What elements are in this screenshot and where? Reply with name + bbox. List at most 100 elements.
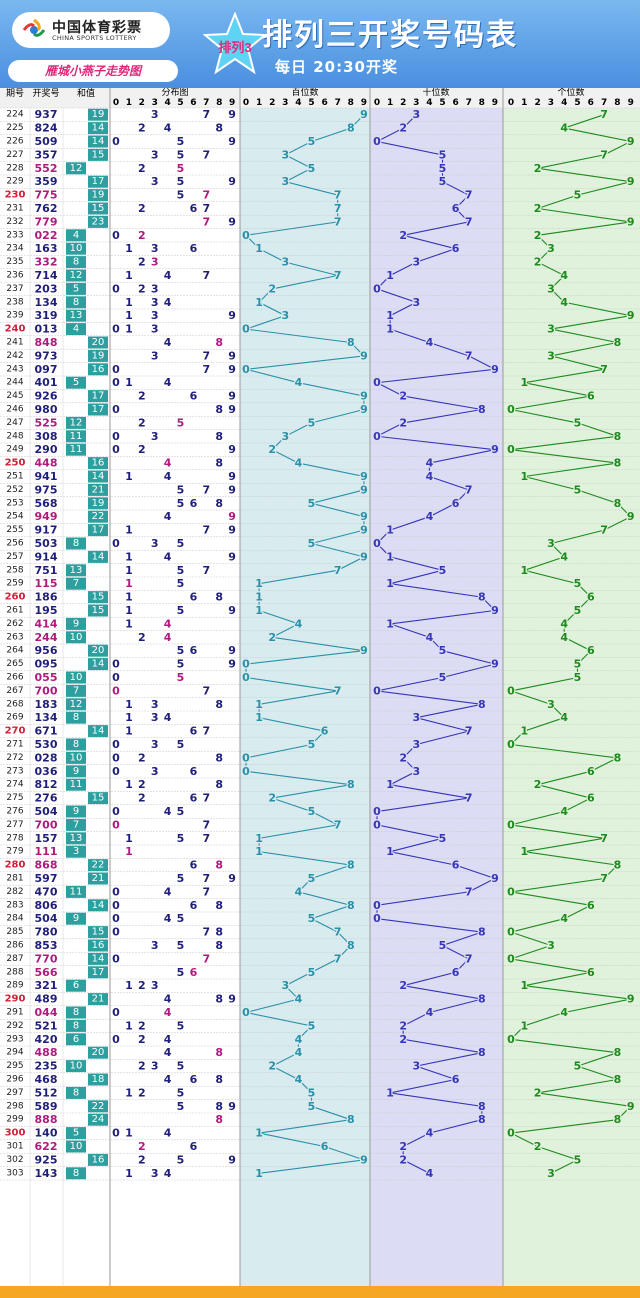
ones-digit-mark: 9 — [627, 510, 635, 523]
tens-header: 十位数 — [422, 88, 449, 98]
draw-number-cell: 290 — [35, 443, 58, 456]
hundreds-digit-mark: 7 — [334, 564, 342, 577]
hundreds-digit-header: 1 — [256, 98, 262, 108]
ones-digit-mark: 6 — [587, 644, 595, 657]
period-cell: 241 — [6, 338, 23, 348]
draw-number-cell: 956 — [35, 644, 58, 657]
tens-digit-mark: 1 — [386, 524, 394, 537]
draw-number-cell: 401 — [35, 376, 58, 389]
ones-digit-mark: 8 — [614, 497, 622, 510]
hundreds-digit-mark: 0 — [242, 751, 250, 764]
tens-digit-mark: 1 — [386, 323, 394, 336]
distribution-mark: 6 — [190, 202, 198, 215]
distribution-mark: 9 — [228, 135, 236, 148]
sum-cell: 16 — [92, 458, 105, 469]
distribution-mark: 8 — [215, 859, 223, 872]
hundreds-digit-mark: 2 — [268, 282, 276, 295]
period-cell: 225 — [6, 123, 23, 133]
draw-number-cell: 925 — [35, 1153, 58, 1166]
ones-digit-mark: 1 — [520, 845, 528, 858]
sum-badge — [88, 510, 108, 523]
draw-number-cell: 521 — [35, 1019, 58, 1032]
tens-digit-header: 2 — [400, 98, 406, 108]
distribution-mark: 2 — [138, 1153, 146, 1166]
distribution-mark: 5 — [177, 644, 185, 657]
distribution-mark: 7 — [202, 148, 210, 161]
hundreds-digit-mark: 0 — [242, 323, 250, 336]
hundreds-digit-mark: 8 — [347, 122, 355, 135]
tens-digit-mark: 2 — [399, 1033, 407, 1046]
ones-digit-mark: 4 — [560, 912, 568, 925]
sum-cell: 13 — [70, 833, 83, 844]
distribution-mark: 1 — [125, 604, 133, 617]
sum-badge — [66, 296, 86, 309]
ones-digit-mark: 4 — [560, 805, 568, 818]
ones-digit-mark: 0 — [507, 1127, 515, 1140]
distribution-mark: 7 — [202, 564, 210, 577]
period-cell: 259 — [6, 579, 23, 589]
distribution-mark: 9 — [228, 604, 236, 617]
hundreds-digit-mark: 8 — [347, 336, 355, 349]
hundreds-digit-mark: 5 — [308, 966, 316, 979]
tens-digit-mark: 6 — [452, 859, 460, 872]
sum-cell: 21 — [92, 873, 105, 884]
distribution-mark: 0 — [112, 537, 120, 550]
draw-number-cell: 470 — [35, 885, 58, 898]
distribution-mark: 0 — [112, 885, 120, 898]
sum-cell: 6 — [73, 980, 79, 991]
sum-cell: 8 — [73, 1087, 79, 1098]
tens-digit-mark: 5 — [439, 175, 447, 188]
sum-cell: 10 — [70, 672, 83, 683]
draw-number-cell: 357 — [35, 148, 58, 161]
hundreds-digit-mark: 5 — [308, 1100, 316, 1113]
sum-badge — [66, 778, 86, 791]
period-cell: 234 — [6, 244, 23, 254]
distribution-mark: 5 — [177, 832, 185, 845]
sum-cell: 14 — [92, 726, 105, 737]
tens-trend-line — [375, 114, 497, 1174]
distribution-mark: 8 — [215, 1073, 223, 1086]
distribution-mark: 8 — [215, 939, 223, 952]
ones-trend-line — [508, 114, 633, 1174]
tens-digit-mark: 6 — [452, 497, 460, 510]
hundreds-digit-header: 4 — [295, 98, 301, 108]
sum-cell: 8 — [73, 257, 79, 268]
distribution-mark: 1 — [125, 242, 133, 255]
tens-digit-mark: 8 — [478, 698, 486, 711]
distribution-mark: 1 — [125, 725, 133, 738]
distribution-mark: 7 — [202, 818, 210, 831]
distribution-mark: 9 — [228, 1100, 236, 1113]
period-cell: 262 — [6, 619, 23, 629]
ones-digit-mark: 8 — [614, 1113, 622, 1126]
period-cell: 270 — [5, 726, 26, 737]
sum-cell: 11 — [70, 431, 83, 442]
sum-cell: 15 — [92, 203, 105, 214]
tens-digit-mark: 7 — [465, 189, 473, 202]
distribution-mark: 4 — [164, 510, 172, 523]
ones-digit-mark: 4 — [560, 711, 568, 724]
distribution-mark: 4 — [164, 631, 172, 644]
period-cell: 283 — [6, 900, 23, 910]
distribution-mark: 2 — [138, 792, 146, 805]
draw-number-cell: 111 — [35, 845, 58, 858]
draw-number-cell: 509 — [35, 135, 58, 148]
distribution-mark: 5 — [177, 1153, 185, 1166]
hundreds-digit-mark: 4 — [295, 1033, 303, 1046]
sum-cell: 14 — [92, 551, 105, 562]
draw-number-cell: 770 — [35, 952, 58, 965]
ones-digit-mark: 1 — [520, 725, 528, 738]
hundreds-digit-mark: 9 — [360, 483, 368, 496]
sum-badge — [88, 108, 108, 121]
sum-cell: 9 — [73, 806, 79, 817]
ones-digit-mark: 1 — [520, 979, 528, 992]
sum-cell: 16 — [92, 364, 105, 375]
period-cell: 265 — [6, 659, 23, 669]
hundreds-digit-mark: 7 — [334, 818, 342, 831]
tens-digit-mark: 3 — [412, 738, 420, 751]
distribution-mark: 1 — [125, 524, 133, 537]
distribution-mark: 7 — [202, 684, 210, 697]
sum-badge — [66, 162, 86, 175]
sum-cell: 8 — [73, 712, 79, 723]
distribution-mark: 5 — [177, 966, 185, 979]
star-badge-icon: 排列3 — [203, 12, 267, 75]
